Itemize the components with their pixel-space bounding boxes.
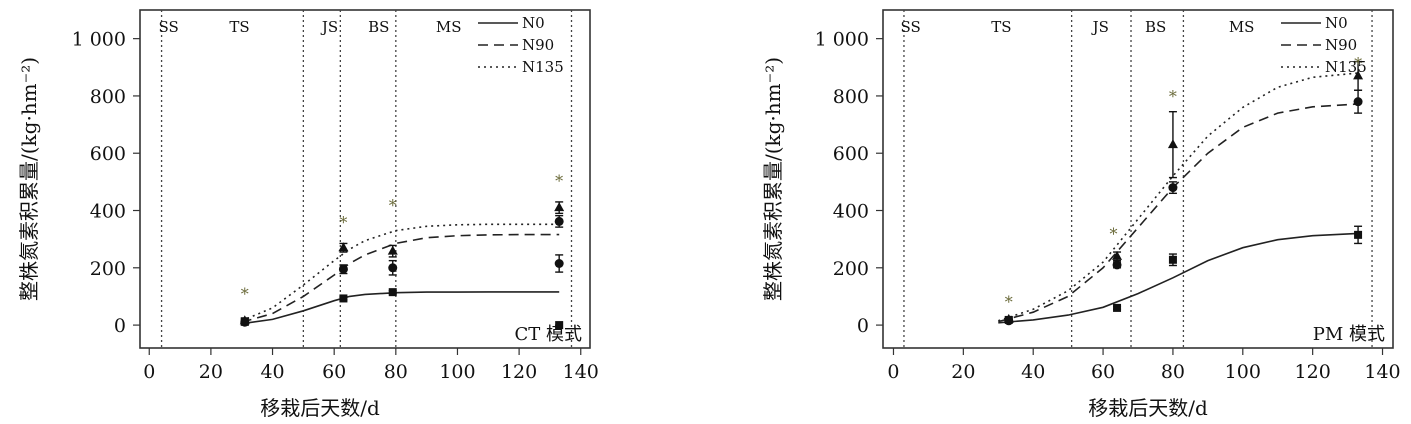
data-point-extra (554, 216, 564, 226)
chart-panel-2: SS TS JS BS MS 0 20 40 60 80 100 120 140 0 200 400 600 80… (761, 9, 1401, 420)
data-point-n0 (388, 288, 397, 297)
stage-label: SS (900, 18, 920, 36)
stage-label: MS (1229, 18, 1255, 36)
panel-label: PM 模式 (1313, 324, 1385, 345)
y-tick-label: 0 (114, 315, 126, 337)
x-tick-label: 60 (1091, 361, 1115, 383)
significance-star: * (1005, 293, 1013, 312)
data-point-n0 (339, 294, 348, 303)
data-point-n90 (1168, 183, 1178, 193)
y-tick-label: 800 (833, 86, 869, 108)
x-tick-label: 0 (887, 361, 899, 383)
plot-frame (139, 9, 591, 349)
y-axis-title: 整株氮素积累量/(kg·hm⁻²) (17, 57, 41, 301)
y-tick-label: 400 (90, 201, 126, 223)
data-point-n0 (1168, 255, 1177, 264)
legend-label: N90 (522, 36, 554, 54)
data-point-n135 (387, 245, 398, 255)
significance-star: * (389, 196, 397, 215)
series-line-n0 (241, 291, 560, 325)
data-point-n135 (338, 242, 349, 252)
significance-star: * (1110, 224, 1118, 243)
x-tick-label: 0 (143, 361, 155, 383)
series-line-n135 (998, 72, 1359, 322)
panel-label: CT 模式 (515, 324, 583, 345)
significance-star: * (1169, 87, 1177, 106)
x-tick-label: 100 (439, 361, 475, 383)
data-point-n135 (1167, 139, 1178, 149)
data-point-n135 (1112, 250, 1123, 260)
y-tick-label: 600 (833, 143, 869, 165)
x-tick-label: 40 (1021, 361, 1045, 383)
data-point-n90 (1112, 260, 1122, 270)
stage-label: SS (158, 18, 178, 36)
chart-panel-1: SS TS JS BS MS 0 20 40 60 80 100 120 140 0 200 400 600 80… (17, 9, 599, 420)
data-point-n0 (1113, 303, 1122, 312)
data-point-n135 (554, 202, 565, 212)
data-point-n0 (555, 321, 564, 330)
legend-label: N0 (522, 14, 545, 32)
stage-label: JS (320, 18, 338, 36)
data-point-n135 (1003, 313, 1014, 323)
stage-label: JS (1091, 18, 1109, 36)
data-point-n90 (554, 259, 564, 268)
y-tick-label: 1 000 (815, 29, 869, 51)
series-line-n90 (241, 233, 560, 323)
series-line-n0 (998, 232, 1359, 324)
y-tick-label: 0 (857, 315, 869, 337)
stage-label: TS (229, 18, 249, 36)
data-point-n0 (1354, 230, 1363, 239)
stage-label: BS (368, 18, 389, 36)
stage-label: MS (436, 18, 462, 36)
x-tick-label: 100 (1225, 361, 1261, 383)
legend-label: N135 (522, 58, 564, 76)
data-point-n135 (239, 315, 250, 325)
x-tick-label: 140 (563, 361, 599, 383)
x-tick-label: 140 (1364, 361, 1400, 383)
series-line-n90 (998, 103, 1359, 323)
y-tick-label: 200 (90, 258, 126, 280)
x-tick-label: 120 (1295, 361, 1331, 383)
y-tick-label: 200 (833, 258, 869, 280)
x-tick-label: 40 (260, 361, 284, 383)
x-tick-label: 120 (501, 361, 537, 383)
data-point-n90 (338, 264, 348, 274)
x-tick-label: 80 (1161, 361, 1185, 383)
y-tick-label: 600 (90, 143, 126, 165)
x-tick-label: 80 (384, 361, 408, 383)
legend-label: N0 (1325, 14, 1348, 32)
x-tick-label: 60 (322, 361, 346, 383)
legend-label: N90 (1325, 36, 1357, 54)
y-tick-label: 1 000 (72, 29, 126, 51)
x-tick-label: 20 (199, 361, 223, 383)
stage-label: BS (1145, 18, 1166, 36)
plot-frame (882, 9, 1394, 349)
significance-star: * (555, 171, 563, 190)
data-point-n90 (388, 263, 398, 273)
significance-star: * (339, 213, 347, 232)
y-tick-label: 400 (833, 201, 869, 223)
x-axis-title: 移栽后天数/d (260, 396, 380, 420)
x-axis-title: 移栽后天数/d (1088, 396, 1208, 420)
x-tick-label: 20 (951, 361, 975, 383)
data-point-n135 (1353, 70, 1364, 80)
y-axis-title: 整株氮素积累量/(kg·hm⁻²) (761, 57, 785, 301)
y-tick-label: 800 (90, 86, 126, 108)
series-line-n135 (241, 223, 560, 322)
significance-star: * (241, 285, 249, 304)
significance-star: * (1354, 54, 1362, 73)
stage-label: TS (991, 18, 1011, 36)
legend-label: N135 (1325, 58, 1367, 76)
data-point-n90 (1353, 97, 1363, 107)
